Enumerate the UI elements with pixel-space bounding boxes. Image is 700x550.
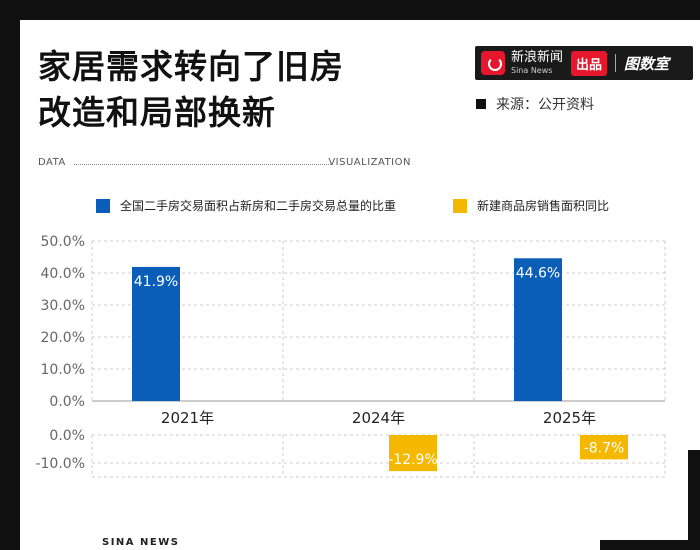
- x-category-label: 2024年: [352, 409, 405, 427]
- bar-series-1-data-label: 41.9%: [134, 274, 178, 290]
- x-category-label: 2021年: [161, 409, 214, 427]
- x-category-label: 2025年: [543, 409, 596, 427]
- data-label: DATA: [38, 157, 66, 168]
- title-line-2: 改造和局部换新: [38, 93, 276, 132]
- title-line-1: 家居需求转向了旧房: [38, 47, 344, 86]
- brand-name-en: Sina News: [511, 66, 553, 75]
- tushushi-logo: 图数室: [624, 54, 670, 73]
- footer-sina-news: SINA NEWS: [102, 537, 180, 548]
- legend-item-series-2: 新建商品房销售面积同比: [453, 197, 609, 214]
- bar-series-2: [580, 435, 628, 460]
- legend-swatch-blue: [96, 198, 110, 213]
- bar-series-2-data-label: -12.9%: [388, 452, 438, 468]
- bar-chart: 0.0% 10.0% 20.0% 30.0% 40.0% 50.0% 0.0% -10.0% 2…: [35, 234, 666, 478]
- source-note: 来源：公开资料: [476, 94, 594, 114]
- brand-separator: [615, 54, 617, 72]
- brand-badge: 出品: [571, 50, 608, 76]
- data-visualization-rule: DATA VISUALIZATION: [38, 157, 411, 169]
- lower-y-tick-label: -10.0%: [35, 456, 85, 472]
- bar-series-1-data-label: 44.6%: [516, 265, 560, 281]
- lower-y-tick-label: 0.0%: [49, 428, 85, 444]
- frame-bottom-tab: [600, 540, 700, 550]
- bar-series-1: [514, 258, 562, 401]
- upper-y-tick-label: 0.0%: [49, 394, 85, 410]
- square-bullet-icon: [476, 99, 486, 109]
- bar-series-2-data-label: -8.7%: [584, 440, 625, 456]
- frame-left-bar: [0, 0, 20, 550]
- bar-series-2: [389, 435, 437, 472]
- bar-series-1: [132, 266, 180, 401]
- legend-label-series-1: 全国二手房交易面积占新房和二手房交易总量的比重: [120, 199, 397, 213]
- frame-top-bar: [0, 0, 700, 20]
- source-text: 来源：公开资料: [496, 97, 594, 113]
- brand-name-cn: 新浪新闻: [511, 50, 564, 65]
- brand-text: 新浪新闻 Sina News: [511, 50, 563, 76]
- upper-y-tick-label: 40.0%: [41, 266, 85, 282]
- dotted-rule: [74, 164, 331, 165]
- chart-title: 家居需求转向了旧房 改造和局部换新: [38, 44, 458, 136]
- legend-item-series-1: 全国二手房交易面积占新房和二手房交易总量的比重: [96, 197, 396, 214]
- visualization-label: VISUALIZATION: [328, 157, 411, 168]
- brand-bar: 新浪新闻 Sina News 出品 图数室: [475, 46, 693, 80]
- sina-logo-icon: [481, 51, 505, 75]
- upper-y-tick-label: 50.0%: [41, 234, 85, 250]
- upper-y-tick-label: 10.0%: [41, 362, 85, 378]
- legend-swatch-yellow: [453, 198, 467, 213]
- frame-right-tab: [688, 450, 700, 550]
- upper-y-tick-label: 20.0%: [41, 330, 85, 346]
- upper-y-tick-label: 30.0%: [41, 298, 85, 314]
- legend-label-series-2: 新建商品房销售面积同比: [477, 199, 610, 213]
